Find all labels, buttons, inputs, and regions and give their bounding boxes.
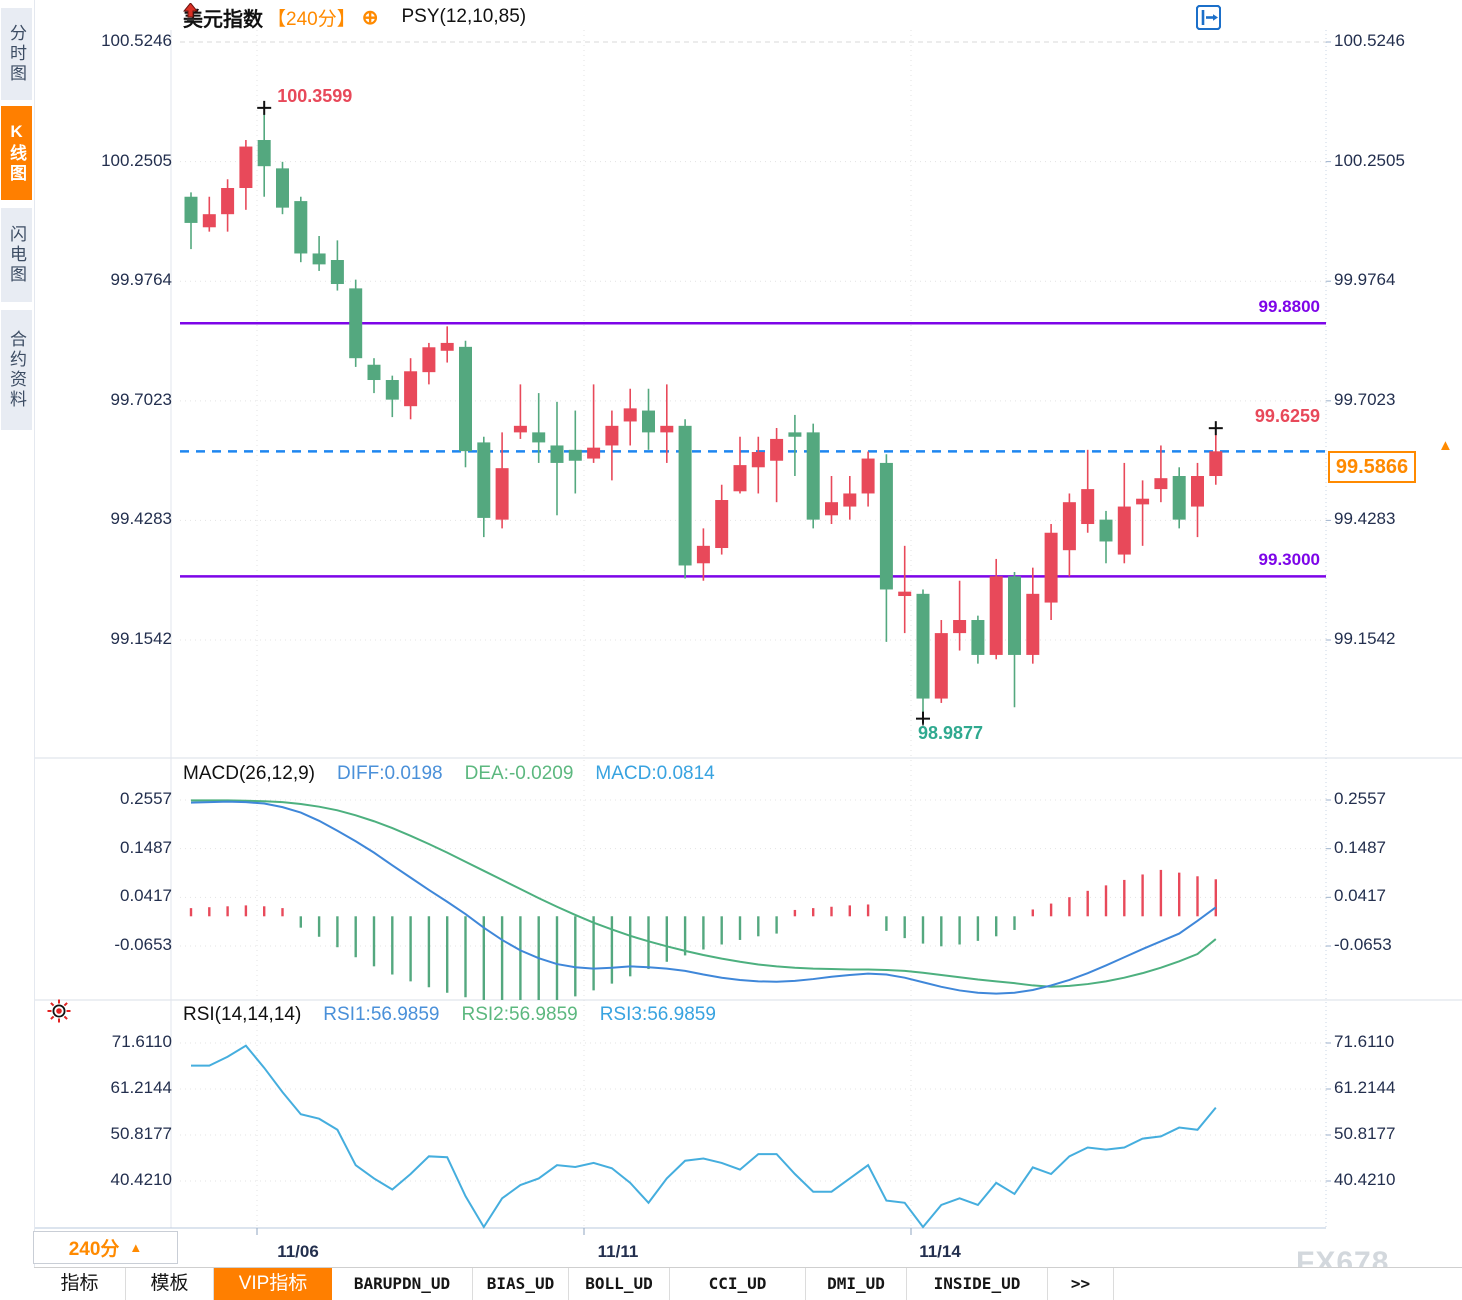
tab-[interactable]: 模板 xyxy=(126,1268,214,1300)
rsi-axis-label-left: 50.8177 xyxy=(110,1123,172,1143)
chevron-up-icon: ▲ xyxy=(129,1240,143,1255)
add-indicator-icon[interactable]: ⊕ xyxy=(361,6,379,29)
support-resistance-lines xyxy=(180,322,1326,578)
price-axis-label-left: 99.7023 xyxy=(110,389,172,409)
rsi-title: RSI(14,14,14) xyxy=(183,1004,302,1025)
price-axis-label-right: 100.5246 xyxy=(1334,31,1405,50)
price-up-arrow-icon: ▲ xyxy=(1438,437,1453,454)
macd-macd-value: MACD:0.0814 xyxy=(595,763,715,784)
price-axis-label-left: 99.4283 xyxy=(110,509,172,529)
indicator-tab-bar: 指标 模板 VIP指标 BARUPDN_UD BIAS_UD BOLL_UD CCI_UD D… xyxy=(34,1267,1462,1300)
rsi-axis-label-right: 61.2144 xyxy=(1334,1077,1396,1097)
panel-frame xyxy=(34,30,1462,1235)
macd-axis-label-right: 0.2557 xyxy=(1334,789,1386,808)
candlestick-series xyxy=(184,113,1223,713)
tab-[interactable]: 指标 xyxy=(34,1268,126,1300)
current-price-tag: 99.5866 xyxy=(1328,451,1416,483)
price-axis-label-right: 99.7023 xyxy=(1334,389,1396,409)
tab-boll_ud[interactable]: BOLL_UD xyxy=(569,1268,670,1300)
last-high-price-label: 99.6259 xyxy=(1254,406,1320,427)
macd-histogram xyxy=(189,869,1218,1000)
price-axis-label-right: 100.2505 xyxy=(1334,150,1405,170)
macd-axis-label-right: -0.0653 xyxy=(1334,935,1392,954)
price-axis-label-right: 99.1542 xyxy=(1334,629,1396,648)
rsi-axis-label-right: 40.4210 xyxy=(1334,1170,1396,1189)
price-axis-label-right: 99.9764 xyxy=(1334,270,1396,290)
macd-axis-label-left: 0.1487 xyxy=(120,837,172,857)
current-price-value: 99.5866 xyxy=(1335,455,1409,478)
rsi1-value: RSI1:56.9859 xyxy=(323,1004,440,1025)
sidebar: 分时图 K线图闪电图合约资料 xyxy=(0,0,35,1300)
rsi-axis-label-right: 50.8177 xyxy=(1334,1123,1396,1143)
line-price-label: 99.3000 xyxy=(1258,550,1320,570)
pan-right-icon[interactable] xyxy=(1196,5,1221,30)
price-axis-label-right: 99.4283 xyxy=(1334,509,1396,529)
rsi-line xyxy=(191,1044,1217,1229)
tab-vip[interactable]: VIP指标 xyxy=(214,1268,332,1300)
rsi-header: RSI(14,14,14) RSI1:56.9859 RSI2:56.9859 … xyxy=(183,1004,716,1026)
high-price-label: 100.3599 xyxy=(277,85,353,106)
tab-cci_ud[interactable]: CCI_UD xyxy=(670,1268,806,1300)
macd-axis-label-right: 0.1487 xyxy=(1334,837,1386,857)
symbol-name: 美元指数 xyxy=(183,8,263,31)
rsi-axis-label-left: 61.2144 xyxy=(110,1077,172,1097)
line-price-label: 99.8800 xyxy=(1258,297,1320,317)
period-tag: 【240分】 xyxy=(267,8,356,30)
price-markers xyxy=(257,100,1223,726)
tab-inside_ud[interactable]: INSIDE_UD xyxy=(907,1268,1048,1300)
diff-line xyxy=(190,800,1217,995)
rsi-axis-label-left: 71.6110 xyxy=(111,1032,172,1051)
dea-line xyxy=(191,799,1217,988)
macd-title: MACD(26,12,9) xyxy=(183,763,315,784)
tab-bias_ud[interactable]: BIAS_UD xyxy=(473,1268,569,1300)
tab-dmi_ud[interactable]: DMI_UD xyxy=(806,1268,907,1300)
macd-header: MACD(26,12,9) DIFF:0.0198 DEA:-0.0209 MA… xyxy=(183,763,715,785)
period-selector-label: 240分 xyxy=(68,1239,120,1260)
date-label: 11/14 xyxy=(919,1242,961,1261)
sidebar-item-3[interactable]: 闪电图 xyxy=(1,208,32,302)
rsi-axis-label-left: 40.4210 xyxy=(110,1170,172,1189)
macd-axis-label-right: 0.0417 xyxy=(1334,886,1386,906)
tab->>[interactable]: >> xyxy=(1048,1268,1114,1300)
price-axis-label-left: 99.1542 xyxy=(110,629,172,648)
rsi3-value: RSI3:56.9859 xyxy=(599,1004,716,1025)
rsi-axis-label-right: 71.6110 xyxy=(1334,1032,1395,1051)
macd-lines xyxy=(190,799,1217,995)
price-axis-label-left: 100.5246 xyxy=(101,31,172,50)
period-selector-button[interactable]: 240分 ▲ xyxy=(33,1231,178,1264)
rsi2-value: RSI2:56.9859 xyxy=(461,1004,578,1025)
price-axis-label-left: 99.9764 xyxy=(110,270,172,290)
sidebar-item-1[interactable]: 分时图 xyxy=(1,8,32,100)
sidebar-item-2[interactable]: K线图 xyxy=(1,106,32,200)
sidebar-item-4[interactable]: 合约资料 xyxy=(1,310,32,430)
macd-diff-value: DIFF:0.0198 xyxy=(337,763,443,784)
chart-title: 美元指数 【240分】 ⊕ PSY(12,10,85) xyxy=(183,3,526,31)
price-axis-label-left: 100.2505 xyxy=(101,150,172,170)
macd-axis-label-left: -0.0653 xyxy=(114,935,172,954)
macd-dea-value: DEA:-0.0209 xyxy=(464,763,574,784)
tab-barupdn_ud[interactable]: BARUPDN_UD xyxy=(332,1268,473,1300)
macd-axis-label-left: 0.2557 xyxy=(120,789,172,808)
low-price-label: 98.9877 xyxy=(918,722,984,743)
gridlines xyxy=(180,30,1326,1228)
indicator-name: PSY(12,10,85) xyxy=(401,6,527,27)
macd-axis-label-left: 0.0417 xyxy=(120,886,172,906)
date-label: 11/11 xyxy=(597,1242,639,1261)
date-label: 11/06 xyxy=(277,1242,319,1261)
